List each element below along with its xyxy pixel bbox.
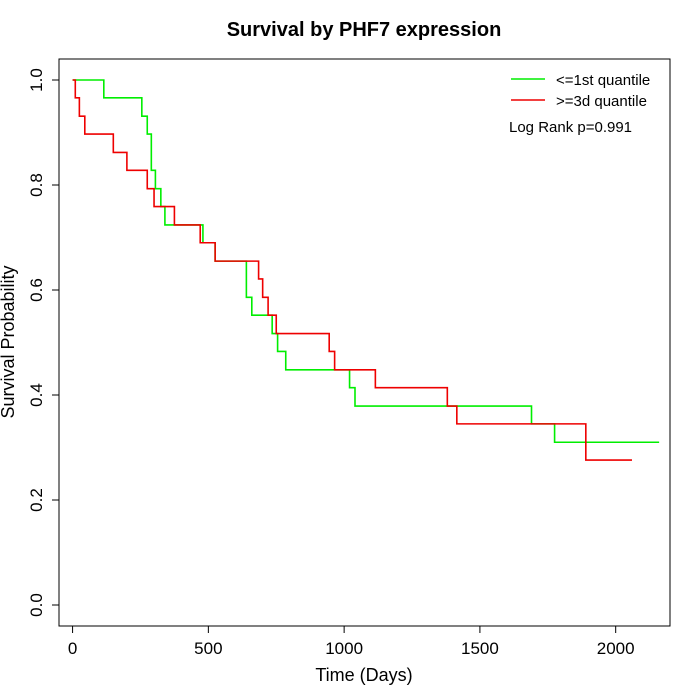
chart-title: Survival by PHF7 expression (227, 19, 502, 41)
y-tick-label: 0.8 (27, 173, 46, 197)
series-line-q3 (72, 79, 632, 461)
x-tick-label: 1500 (461, 639, 499, 658)
legend-label-q1: <=1st quantile (556, 72, 650, 89)
x-axis: 0 500 1000 1500 2000 (68, 625, 635, 658)
log-rank-annotation: Log Rank p=0.991 (509, 119, 632, 136)
y-tick-label: 0.0 (27, 593, 46, 617)
y-tick-label: 0.6 (27, 278, 46, 302)
x-tick-label: 2000 (597, 639, 635, 658)
legend-label-q3: >=3d quantile (556, 93, 647, 110)
x-tick-label: 500 (194, 639, 222, 658)
y-tick-label: 1.0 (27, 68, 46, 92)
x-tick-label: 0 (68, 639, 77, 658)
x-tick-label: 1000 (325, 639, 363, 658)
y-tick-label: 0.4 (27, 383, 46, 407)
y-axis: 0.0 0.2 0.4 0.6 0.8 1.0 (27, 68, 60, 617)
x-axis-title: Time (Days) (315, 665, 412, 685)
y-axis-title: Survival Probability (0, 265, 18, 418)
series-layer (72, 79, 660, 461)
y-tick-label: 0.2 (27, 488, 46, 512)
legend: <=1st quantile >=3d quantile (511, 72, 650, 110)
